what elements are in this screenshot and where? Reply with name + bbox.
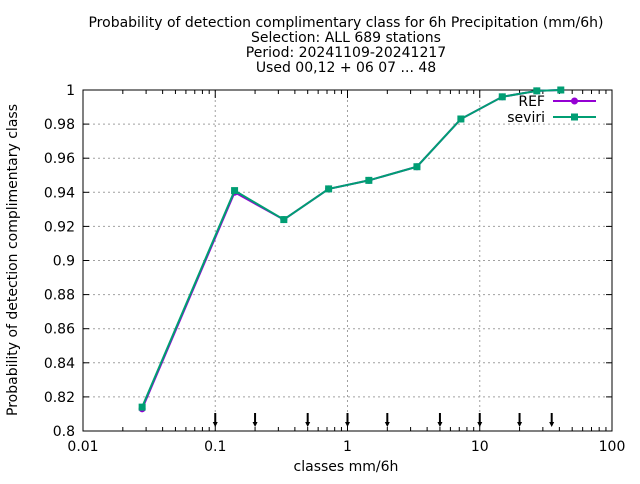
class-marks xyxy=(212,413,555,427)
class-mark-arrow xyxy=(384,422,390,427)
y-tick-label: 0.86 xyxy=(44,322,75,338)
series-group xyxy=(138,86,565,413)
data-point xyxy=(280,216,288,224)
chart-title: Probability of detection complimentary c… xyxy=(88,15,603,76)
class-mark-arrow xyxy=(477,422,483,427)
series-line xyxy=(141,89,561,410)
y-tick-label: 0.96 xyxy=(44,151,75,167)
x-tick-label: 0.01 xyxy=(67,439,98,455)
y-tick-label: 0.92 xyxy=(44,219,75,235)
y-axis-label: Probability of detection complimentary c… xyxy=(5,104,21,416)
data-point xyxy=(365,176,373,184)
series-ref xyxy=(138,86,565,413)
class-mark-arrow xyxy=(252,422,258,427)
series-seviri xyxy=(138,86,565,411)
y-tick-label: 0.8 xyxy=(53,424,75,440)
data-point xyxy=(498,93,506,101)
class-mark-arrow xyxy=(345,422,350,427)
data-point xyxy=(231,187,239,195)
data-point xyxy=(138,403,146,411)
y-tick-label: 0.98 xyxy=(44,117,75,133)
legend-swatch-marker xyxy=(571,113,578,121)
data-point xyxy=(457,115,465,123)
legend-item-seviri: seviri xyxy=(507,110,596,126)
title-line-3: Period: 20241109-20241217 xyxy=(246,45,446,61)
data-point xyxy=(557,86,565,94)
x-tick-label: 10 xyxy=(471,439,489,455)
title-line-1: Probability of detection complimentary c… xyxy=(88,15,603,31)
y-tick-label: 0.84 xyxy=(44,356,75,372)
legend-item-ref: REF xyxy=(518,94,596,110)
legend-label: seviri xyxy=(507,110,545,126)
title-line-2: Selection: ALL 689 stations xyxy=(251,30,441,46)
legend-swatch-marker xyxy=(571,97,578,105)
series-line xyxy=(141,89,561,408)
class-mark-arrow xyxy=(437,422,443,427)
class-mark-arrow xyxy=(549,422,555,427)
legend-label: REF xyxy=(518,94,545,110)
class-mark-arrow xyxy=(212,422,218,427)
x-tick-label: 100 xyxy=(599,439,626,455)
data-point xyxy=(413,163,421,171)
x-tick-label: 1 xyxy=(343,439,352,455)
data-point xyxy=(325,185,333,193)
y-tick-label: 0.94 xyxy=(44,185,75,201)
y-tick-label: 0.82 xyxy=(44,390,75,406)
class-mark-arrow xyxy=(517,422,523,427)
title-line-4: Used 00,12 + 06 07 ... 48 xyxy=(256,60,436,76)
y-tick-label: 0.88 xyxy=(44,288,75,304)
y-tick-label: 1 xyxy=(66,83,75,99)
axes: 0.80.820.840.860.880.90.920.940.960.9810… xyxy=(44,83,626,455)
y-tick-label: 0.9 xyxy=(53,254,75,270)
x-tick-label: 0.1 xyxy=(204,439,226,455)
x-axis-label: classes mm/6h xyxy=(294,459,399,475)
class-mark-arrow xyxy=(305,422,311,427)
data-point xyxy=(533,87,541,95)
plot-frame xyxy=(82,89,613,432)
grid xyxy=(83,90,612,431)
